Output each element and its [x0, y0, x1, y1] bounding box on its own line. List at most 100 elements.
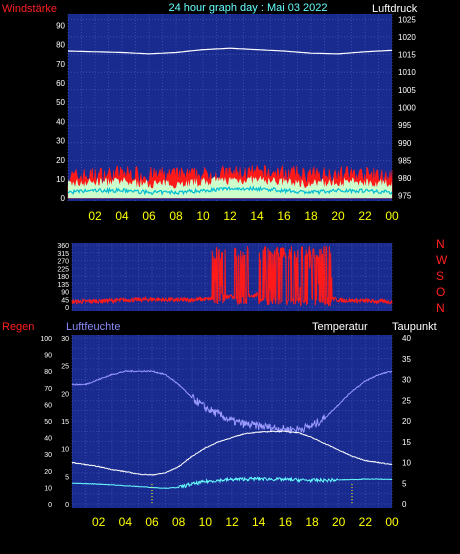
hour-tick-label: 18 [305, 515, 319, 529]
rain-tick-label: 30 [44, 452, 52, 459]
temperature-tick-label: 35 [402, 355, 411, 364]
wind-tick-label: 90 [56, 22, 65, 31]
humidity-line [71, 369, 393, 435]
wind-tick-label: 60 [56, 79, 65, 88]
degree-tick-label: 360 [57, 243, 69, 250]
rain-tick-label: 70 [44, 386, 52, 393]
pressure-tick-label: 1020 [398, 33, 416, 42]
hour-tick-label: 14 [250, 209, 264, 223]
hour-tick-label: 02 [92, 515, 106, 529]
wind-tick-label: 10 [56, 175, 65, 184]
wind-tick-label: 50 [56, 98, 65, 107]
wind-axis-ticks: 0 10 20 30 40 50 60 70 80 90 [56, 22, 65, 204]
humidity-tick-label: 25 [61, 364, 69, 371]
degree-tick-label: 180 [57, 274, 69, 281]
dewpoint-axis-title: Taupunkt [392, 321, 437, 333]
pressure-tick-label: 1010 [398, 68, 416, 77]
degree-tick-label: 135 [57, 282, 69, 289]
wind-direction-series [71, 245, 393, 307]
compass-tick-label: N [436, 237, 445, 251]
degree-tick-label: 270 [57, 259, 69, 266]
wind-axis-title: Windstärke [2, 3, 57, 15]
humidity-tick-label: 0 [65, 502, 69, 509]
hour-tick-label: 18 [304, 209, 318, 223]
rain-tick-label: 10 [44, 485, 52, 492]
rain-axis-ticks: 0 10 20 30 40 50 60 70 80 90 100 [40, 336, 52, 509]
pressure-tick-label: 1025 [398, 15, 416, 24]
compass-tick-label: S [436, 269, 444, 283]
hour-tick-label: 06 [145, 515, 159, 529]
pressure-tick-label: 1000 [398, 104, 416, 113]
wind-average-line [67, 185, 393, 196]
humidity-tick-label: 10 [61, 447, 69, 454]
degree-tick-label: 45 [61, 297, 69, 304]
hour-tick-label: 10 [199, 515, 213, 529]
wind-tick-label: 40 [56, 117, 65, 126]
rain-tick-label: 100 [40, 336, 52, 343]
hour-tick-label: 14 [252, 515, 266, 529]
hour-tick-label: 12 [225, 515, 239, 529]
wind-tick-label: 20 [56, 156, 65, 165]
wind-tick-label: 30 [56, 137, 65, 146]
degree-tick-label: 225 [57, 266, 69, 273]
pressure-tick-label: 1015 [398, 51, 416, 60]
compass-tick-label: W [436, 253, 448, 267]
hour-tick-label: 20 [331, 209, 345, 223]
hour-tick-label: 20 [332, 515, 346, 529]
hour-ticks-bottom: 02 04 06 08 10 12 14 16 18 20 22 00 [92, 515, 399, 529]
wind-direction-line [71, 245, 393, 307]
temperature-tick-label: 15 [402, 438, 411, 447]
hour-tick-label: 22 [359, 515, 373, 529]
pressure-tick-label: 990 [398, 139, 412, 148]
hour-tick-label: 22 [358, 209, 372, 223]
pressure-tick-label: 995 [398, 121, 412, 130]
humidity-tick-label: 30 [61, 336, 69, 343]
compass-tick-label: O [436, 285, 445, 299]
hour-tick-label: 06 [142, 209, 156, 223]
temperature-tick-label: 40 [402, 334, 411, 343]
hour-ticks-top: 02 04 06 08 10 12 14 16 18 20 22 00 [88, 209, 399, 223]
rain-tick-label: 50 [44, 419, 52, 426]
rain-axis-title: Regen [2, 321, 34, 333]
wind-tick-label: 70 [56, 60, 65, 69]
rain-tick-label: 20 [44, 469, 52, 476]
degree-tick-label: 90 [61, 290, 69, 297]
rain-tick-label: 80 [44, 369, 52, 376]
hour-tick-label: 08 [172, 515, 186, 529]
humidity-axis-ticks: 0 5 10 15 20 25 30 [61, 336, 69, 509]
hour-tick-label: 16 [277, 209, 291, 223]
pressure-tick-label: 1005 [398, 86, 416, 95]
pressure-line [67, 47, 393, 55]
temperature-axis-title: Temperatur [312, 321, 368, 333]
humidity-tick-label: 15 [61, 419, 69, 426]
wind-tick-label: 0 [61, 194, 66, 203]
rain-tick-label: 40 [44, 436, 52, 443]
wind-pressure-series [67, 47, 393, 199]
temperature-axis-ticks: 0 5 10 15 20 25 30 35 40 [402, 334, 411, 509]
temperature-tick-label: 20 [402, 417, 411, 426]
hour-tick-label: 04 [119, 515, 133, 529]
hour-tick-label: 10 [196, 209, 210, 223]
temperature-tick-label: 30 [402, 376, 411, 385]
temperature-line [71, 430, 393, 476]
degree-tick-label: 0 [65, 305, 69, 312]
temperature-tick-label: 5 [402, 479, 407, 488]
pressure-tick-label: 980 [398, 174, 412, 183]
hour-tick-label: 08 [169, 209, 183, 223]
rain-tick-label: 90 [44, 353, 52, 360]
dewpoint-line [71, 476, 393, 490]
temperature-tick-label: 10 [402, 459, 411, 468]
wind-tick-label: 80 [56, 41, 65, 50]
graph-title: 24 hour graph day : Mai 03 2022 [168, 2, 327, 14]
rain-tick-label: 60 [44, 402, 52, 409]
hour-tick-label: 16 [279, 515, 293, 529]
hour-tick-label: 00 [385, 515, 399, 529]
hour-tick-label: 02 [88, 209, 102, 223]
pressure-axis-title: Luftdruck [372, 3, 418, 15]
temperature-tick-label: 25 [402, 396, 411, 405]
pressure-tick-label: 975 [398, 192, 412, 201]
pressure-axis-ticks: 975 980 985 990 995 1000 1005 1010 1015 1020 1025 [398, 15, 416, 200]
